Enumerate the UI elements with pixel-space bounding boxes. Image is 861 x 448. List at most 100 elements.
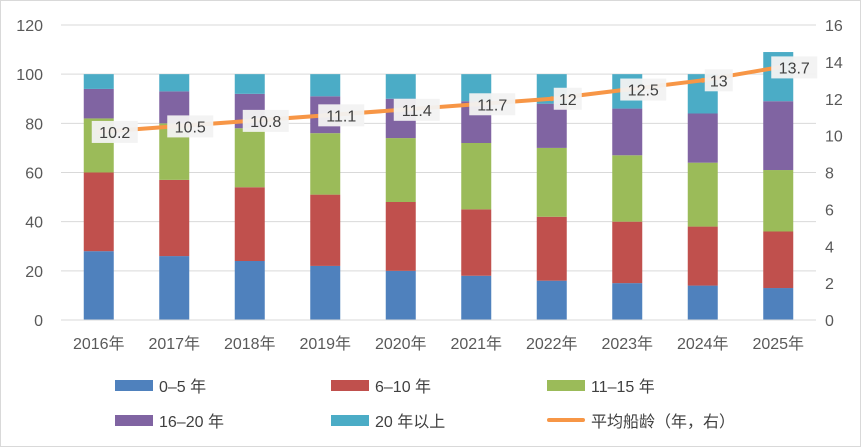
legend-label: 16–20 年: [159, 414, 224, 431]
bar-segment: [83, 88, 114, 119]
bar-segment: [461, 209, 492, 276]
y-left-tick-label: 100: [16, 67, 43, 84]
bar-segment: [310, 194, 341, 266]
bar-segment: [234, 261, 265, 320]
data-label-box: [704, 69, 733, 92]
bar-segment: [159, 74, 190, 92]
data-label: 11.7: [477, 97, 507, 114]
bar-segment: [612, 221, 643, 284]
legend-item-20plus: 20 年以上: [331, 409, 445, 431]
bar-segment: [234, 128, 265, 188]
y-left-tick-label: 20: [25, 264, 43, 281]
bar-segment: [83, 172, 114, 252]
legend-item-11-15: 11–15 年: [547, 374, 655, 396]
x-tick-label: 2025年: [752, 335, 804, 353]
y-left-tick-label: 80: [25, 116, 43, 133]
bar-segment: [763, 101, 794, 171]
left-axis-ticks: 0 20 40 60 80 100 120: [16, 18, 43, 330]
data-label-box: [469, 93, 516, 116]
x-axis: 2016年 2017年 2018年 2019年 2020年 2021年 2022年 2023年…: [61, 319, 816, 353]
bar-segment: [461, 143, 492, 210]
bar-segment: [687, 226, 718, 286]
bar-segment: [234, 187, 265, 261]
data-label: 10.2: [99, 125, 130, 142]
legend-swatch: [115, 414, 153, 426]
bar-segment: [310, 133, 341, 195]
y-right-tick-label: 10: [825, 129, 843, 146]
bar-segment: [310, 265, 341, 320]
legend-swatch: [331, 379, 369, 391]
y-right-tick-label: 2: [825, 276, 834, 293]
x-tick-label: 2016年: [73, 335, 125, 353]
bar-segment: [536, 147, 567, 217]
data-label-box: [167, 115, 214, 138]
y-right-tick-label: 16: [825, 18, 843, 35]
data-label: 13: [710, 73, 728, 90]
bar-segment: [687, 162, 718, 227]
legend-line-swatch: [547, 418, 585, 422]
y-right-tick-label: 0: [825, 313, 834, 330]
data-label: 12.5: [628, 83, 659, 100]
right-axis-ticks: 0 2 4 6 8 10 12 14 16: [825, 18, 843, 330]
data-label-box: [91, 120, 138, 143]
y-right-tick-label: 8: [825, 166, 834, 183]
x-tick-label: 2018年: [224, 335, 276, 353]
bar-segment: [385, 202, 416, 271]
legend-label: 6–10 年: [375, 379, 432, 396]
bar-segment: [159, 256, 190, 320]
x-tick-label: 2022年: [526, 335, 578, 353]
x-tick-label: 2020年: [375, 335, 427, 353]
bar-segment: [687, 113, 718, 163]
line-point: [700, 77, 706, 83]
legend-swatch: [115, 379, 153, 391]
legend-label: 0–5 年: [159, 379, 207, 396]
data-label-box: [620, 78, 667, 101]
legend-item-16-20: 16–20 年: [115, 409, 224, 431]
data-label-box: [771, 56, 818, 79]
average-age-labels: 10.2 10.5 10.8 11.1 11.4 11.7 12 12.5 13 13.7: [91, 56, 818, 143]
x-tick-label: 2019年: [299, 335, 351, 353]
bar-segment: [234, 74, 265, 94]
data-label-box: [393, 98, 440, 121]
bar-segment: [612, 108, 643, 156]
bar-segment: [385, 270, 416, 320]
bar-segment: [385, 138, 416, 202]
data-label: 12: [559, 92, 577, 109]
bar-segment: [159, 179, 190, 257]
legend-label: 20 年以上: [375, 414, 446, 431]
data-label: 10.5: [175, 119, 206, 136]
data-label: 11.4: [402, 103, 432, 120]
data-label-box: [553, 87, 582, 110]
y-left-tick-label: 60: [25, 166, 43, 183]
bar-segment: [612, 155, 643, 222]
bar-segment: [763, 288, 794, 320]
legend: 0–5 年 6–10 年 11–15 年 16–20 年 20 年以上 平均船龄…: [1, 369, 861, 448]
bar-segment: [83, 251, 114, 320]
legend-item-average-age: 平均船龄（年，右）: [547, 409, 735, 431]
bar-segment: [536, 216, 567, 281]
bar-segment: [687, 285, 718, 320]
data-label: 11.1: [326, 108, 356, 125]
line-point: [549, 96, 555, 102]
legend-swatch: [331, 414, 369, 426]
bar-segment: [83, 74, 114, 89]
data-label-box: [242, 109, 289, 132]
bar-segment: [536, 280, 567, 320]
legend-label: 平均船龄（年，右）: [591, 414, 736, 431]
bar-segment: [763, 170, 794, 232]
x-tick-label: 2024年: [677, 335, 729, 353]
bar-segment: [612, 283, 643, 320]
legend-label: 11–15 年: [591, 379, 655, 396]
x-tick-label: 2023年: [601, 335, 653, 353]
y-left-tick-label: 0: [34, 313, 43, 330]
data-label-box: [318, 104, 365, 127]
legend-swatch: [547, 379, 585, 391]
data-label: 10.8: [250, 114, 281, 131]
y-right-tick-label: 14: [825, 55, 843, 72]
bar-segment: [385, 74, 416, 99]
bar-segment: [310, 74, 341, 97]
legend-item-0-5: 0–5 年: [115, 374, 206, 396]
y-left-tick-label: 40: [25, 215, 43, 232]
stacked-bar-line-chart: 0 20 40 60 80 100 120 0 2 4 6 8 10 12 14 16 2016年 2017年…: [16, 18, 843, 353]
y-right-tick-label: 4: [825, 239, 834, 256]
